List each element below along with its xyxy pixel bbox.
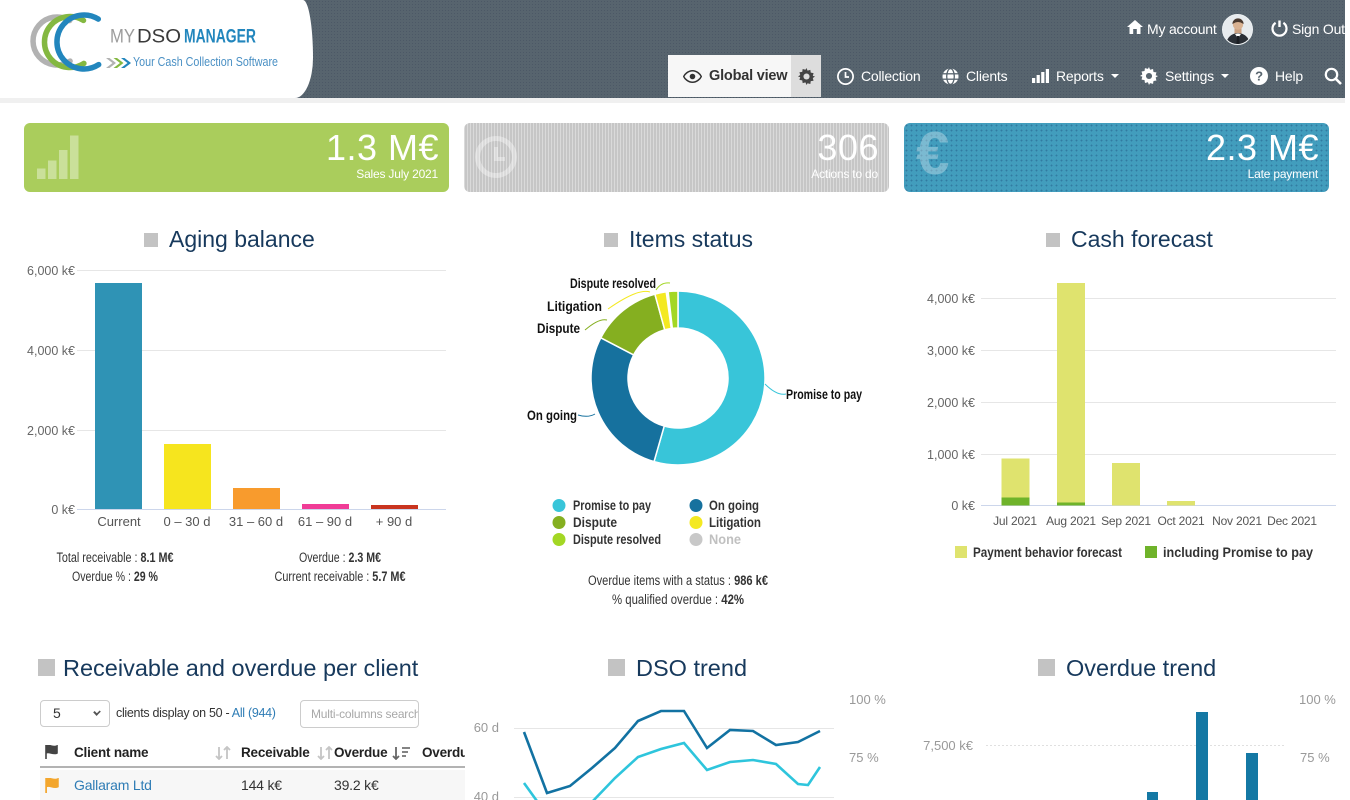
svg-text:4,000 k€: 4,000 k€ bbox=[27, 344, 75, 358]
svg-text:Total receivable : 8.1 M€: Total receivable : 8.1 M€ bbox=[57, 550, 174, 565]
svg-text:Aug 2021: Aug 2021 bbox=[1046, 514, 1096, 528]
svg-text:Dispute resolved: Dispute resolved bbox=[573, 532, 661, 547]
svg-text:Litigation: Litigation bbox=[547, 299, 602, 314]
svg-text:Litigation: Litigation bbox=[709, 515, 761, 530]
svg-text:4,000 k€: 4,000 k€ bbox=[927, 292, 975, 306]
svg-text:60 d: 60 d bbox=[474, 720, 499, 735]
svg-text:75 %: 75 % bbox=[849, 750, 879, 765]
svg-text:Current receivable : 5.7 M€: Current receivable : 5.7 M€ bbox=[275, 569, 406, 584]
svg-text:100 %: 100 % bbox=[849, 692, 886, 707]
svg-text:40 d: 40 d bbox=[474, 789, 499, 800]
svg-text:MANAGER: MANAGER bbox=[184, 26, 256, 48]
svg-text:0 – 30 d: 0 – 30 d bbox=[164, 514, 211, 529]
svg-text:Payment behavior forecast: Payment behavior forecast bbox=[973, 545, 1122, 560]
svg-text:2,000 k€: 2,000 k€ bbox=[27, 424, 75, 438]
svg-text:3,000 k€: 3,000 k€ bbox=[927, 344, 975, 358]
svg-text:Dispute: Dispute bbox=[537, 321, 580, 336]
svg-text:On going: On going bbox=[527, 408, 577, 423]
svg-text:+ 90 d: + 90 d bbox=[376, 514, 413, 529]
svg-text:61 – 90 d: 61 – 90 d bbox=[298, 514, 352, 529]
svg-text:1,000 k€: 1,000 k€ bbox=[927, 448, 975, 462]
svg-text:Dispute: Dispute bbox=[573, 515, 617, 530]
svg-text:None: None bbox=[709, 532, 741, 547]
svg-text:31 – 60 d: 31 – 60 d bbox=[229, 514, 283, 529]
svg-text:7,500 k€: 7,500 k€ bbox=[923, 738, 974, 753]
svg-text:Overdue : 2.3 M€: Overdue : 2.3 M€ bbox=[299, 550, 381, 565]
svg-text:Sep 2021: Sep 2021 bbox=[1101, 514, 1151, 528]
svg-text:Dispute resolved: Dispute resolved bbox=[570, 276, 656, 291]
svg-text:Jul 2021: Jul 2021 bbox=[993, 514, 1037, 528]
svg-text:Nov 2021: Nov 2021 bbox=[1212, 514, 1262, 528]
svg-text:Dec 2021: Dec 2021 bbox=[1267, 514, 1317, 528]
svg-text:MY: MY bbox=[110, 26, 135, 48]
svg-text:6,000 k€: 6,000 k€ bbox=[27, 264, 75, 278]
svg-text:DSO: DSO bbox=[137, 26, 181, 48]
svg-text:?: ? bbox=[1255, 69, 1263, 84]
svg-text:Promise to pay: Promise to pay bbox=[573, 498, 651, 513]
svg-text:Current: Current bbox=[97, 514, 141, 529]
svg-text:% qualified overdue : 42%: % qualified overdue : 42% bbox=[612, 592, 744, 607]
svg-text:including Promise to pay: including Promise to pay bbox=[1163, 545, 1313, 560]
svg-text:75 %: 75 % bbox=[1300, 750, 1330, 765]
svg-text:Overdue items with a status :: Overdue items with a status : 986 k€ bbox=[588, 573, 768, 588]
svg-text:Promise to pay: Promise to pay bbox=[786, 387, 862, 402]
svg-text:Oct 2021: Oct 2021 bbox=[1157, 514, 1205, 528]
svg-text:2,000 k€: 2,000 k€ bbox=[927, 396, 975, 410]
svg-text:Overdue % : 29 %: Overdue % : 29 % bbox=[72, 569, 158, 584]
svg-text:100 %: 100 % bbox=[1299, 692, 1336, 707]
svg-text:0 k€: 0 k€ bbox=[51, 503, 75, 517]
svg-text:Your Cash Collection Software: Your Cash Collection Software bbox=[133, 55, 278, 69]
svg-text:0 k€: 0 k€ bbox=[951, 499, 975, 513]
svg-text:On going: On going bbox=[709, 498, 759, 513]
